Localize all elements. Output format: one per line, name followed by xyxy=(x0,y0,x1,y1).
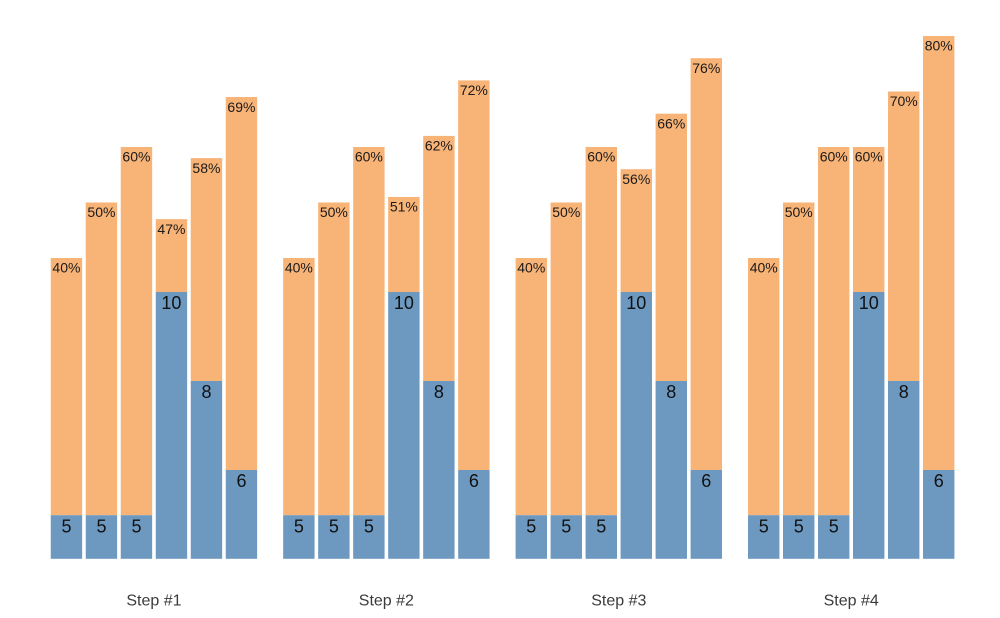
svg-text:6: 6 xyxy=(236,471,246,491)
svg-text:Step #4: Step #4 xyxy=(824,592,879,609)
svg-text:5: 5 xyxy=(364,516,374,536)
svg-text:8: 8 xyxy=(201,382,211,402)
svg-text:8: 8 xyxy=(666,382,676,402)
svg-text:40%: 40% xyxy=(517,260,545,276)
svg-text:47%: 47% xyxy=(157,221,185,237)
svg-text:10: 10 xyxy=(161,293,181,313)
svg-text:50%: 50% xyxy=(87,204,115,220)
svg-text:50%: 50% xyxy=(785,204,813,220)
svg-text:40%: 40% xyxy=(285,260,313,276)
svg-text:6: 6 xyxy=(934,471,944,491)
svg-text:50%: 50% xyxy=(320,204,348,220)
svg-text:72%: 72% xyxy=(460,82,488,98)
svg-text:51%: 51% xyxy=(390,199,418,215)
svg-text:5: 5 xyxy=(794,516,804,536)
svg-text:10: 10 xyxy=(394,293,414,313)
svg-text:5: 5 xyxy=(759,516,769,536)
svg-text:50%: 50% xyxy=(552,204,580,220)
svg-text:5: 5 xyxy=(61,516,71,536)
svg-text:6: 6 xyxy=(469,471,479,491)
svg-text:Step #2: Step #2 xyxy=(359,592,414,609)
svg-text:60%: 60% xyxy=(820,149,848,165)
svg-text:5: 5 xyxy=(829,516,839,536)
svg-text:Step #3: Step #3 xyxy=(591,592,646,609)
svg-text:40%: 40% xyxy=(52,260,80,276)
svg-text:58%: 58% xyxy=(192,160,220,176)
svg-text:60%: 60% xyxy=(122,149,150,165)
svg-text:Step #1: Step #1 xyxy=(126,592,181,609)
svg-text:69%: 69% xyxy=(227,99,255,115)
svg-text:5: 5 xyxy=(96,516,106,536)
svg-text:5: 5 xyxy=(526,516,536,536)
svg-text:10: 10 xyxy=(859,293,879,313)
svg-text:8: 8 xyxy=(434,382,444,402)
svg-text:66%: 66% xyxy=(657,115,685,131)
svg-text:76%: 76% xyxy=(692,60,720,76)
svg-text:6: 6 xyxy=(701,471,711,491)
svg-text:40%: 40% xyxy=(750,260,778,276)
svg-text:62%: 62% xyxy=(425,138,453,154)
svg-text:60%: 60% xyxy=(355,149,383,165)
svg-text:5: 5 xyxy=(596,516,606,536)
svg-text:5: 5 xyxy=(294,516,304,536)
svg-text:60%: 60% xyxy=(855,149,883,165)
svg-text:8: 8 xyxy=(899,382,909,402)
svg-text:80%: 80% xyxy=(925,38,953,54)
svg-text:60%: 60% xyxy=(587,149,615,165)
svg-text:70%: 70% xyxy=(890,93,918,109)
svg-text:56%: 56% xyxy=(622,171,650,187)
svg-text:5: 5 xyxy=(131,516,141,536)
svg-text:5: 5 xyxy=(329,516,339,536)
svg-text:5: 5 xyxy=(561,516,571,536)
svg-text:10: 10 xyxy=(626,293,646,313)
